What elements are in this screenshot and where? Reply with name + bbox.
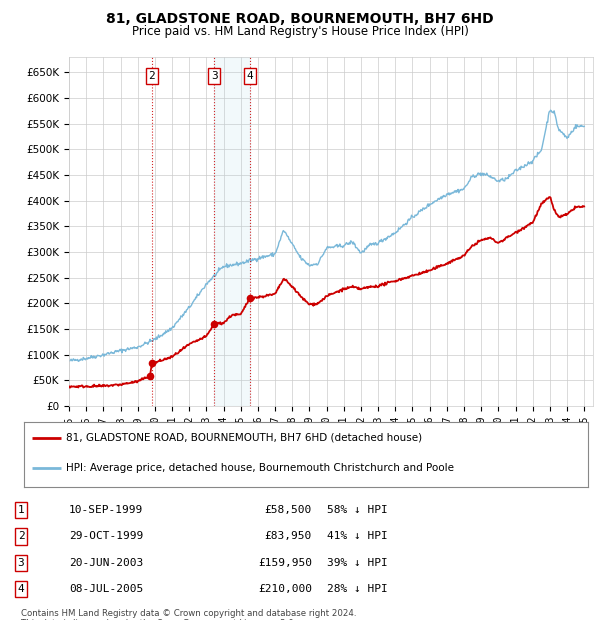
Text: 20-JUN-2003: 20-JUN-2003 [69,558,143,568]
Bar [214,57,250,406]
Text: 4: 4 [17,584,25,594]
Text: 3: 3 [17,558,25,568]
Text: 2: 2 [17,531,25,541]
Text: £210,000: £210,000 [258,584,312,594]
Text: 81, GLADSTONE ROAD, BOURNEMOUTH, BH7 6HD: 81, GLADSTONE ROAD, BOURNEMOUTH, BH7 6HD [106,12,494,27]
Text: £159,950: £159,950 [258,558,312,568]
Text: 3: 3 [211,71,218,81]
Text: 08-JUL-2005: 08-JUL-2005 [69,584,143,594]
Text: 4: 4 [246,71,253,81]
Text: Contains HM Land Registry data © Crown copyright and database right 2024.
This d: Contains HM Land Registry data © Crown c… [21,609,356,620]
Text: HPI: Average price, detached house, Bournemouth Christchurch and Poole: HPI: Average price, detached house, Bour… [66,464,454,474]
Text: Price paid vs. HM Land Registry's House Price Index (HPI): Price paid vs. HM Land Registry's House … [131,25,469,38]
Text: £58,500: £58,500 [265,505,312,515]
Text: 41% ↓ HPI: 41% ↓ HPI [327,531,388,541]
Text: 28% ↓ HPI: 28% ↓ HPI [327,584,388,594]
Text: 10-SEP-1999: 10-SEP-1999 [69,505,143,515]
Text: 39% ↓ HPI: 39% ↓ HPI [327,558,388,568]
Text: 1: 1 [17,505,25,515]
Text: 29-OCT-1999: 29-OCT-1999 [69,531,143,541]
Text: £83,950: £83,950 [265,531,312,541]
Text: 81, GLADSTONE ROAD, BOURNEMOUTH, BH7 6HD (detached house): 81, GLADSTONE ROAD, BOURNEMOUTH, BH7 6HD… [66,433,422,443]
Text: 2: 2 [149,71,155,81]
Text: 58% ↓ HPI: 58% ↓ HPI [327,505,388,515]
